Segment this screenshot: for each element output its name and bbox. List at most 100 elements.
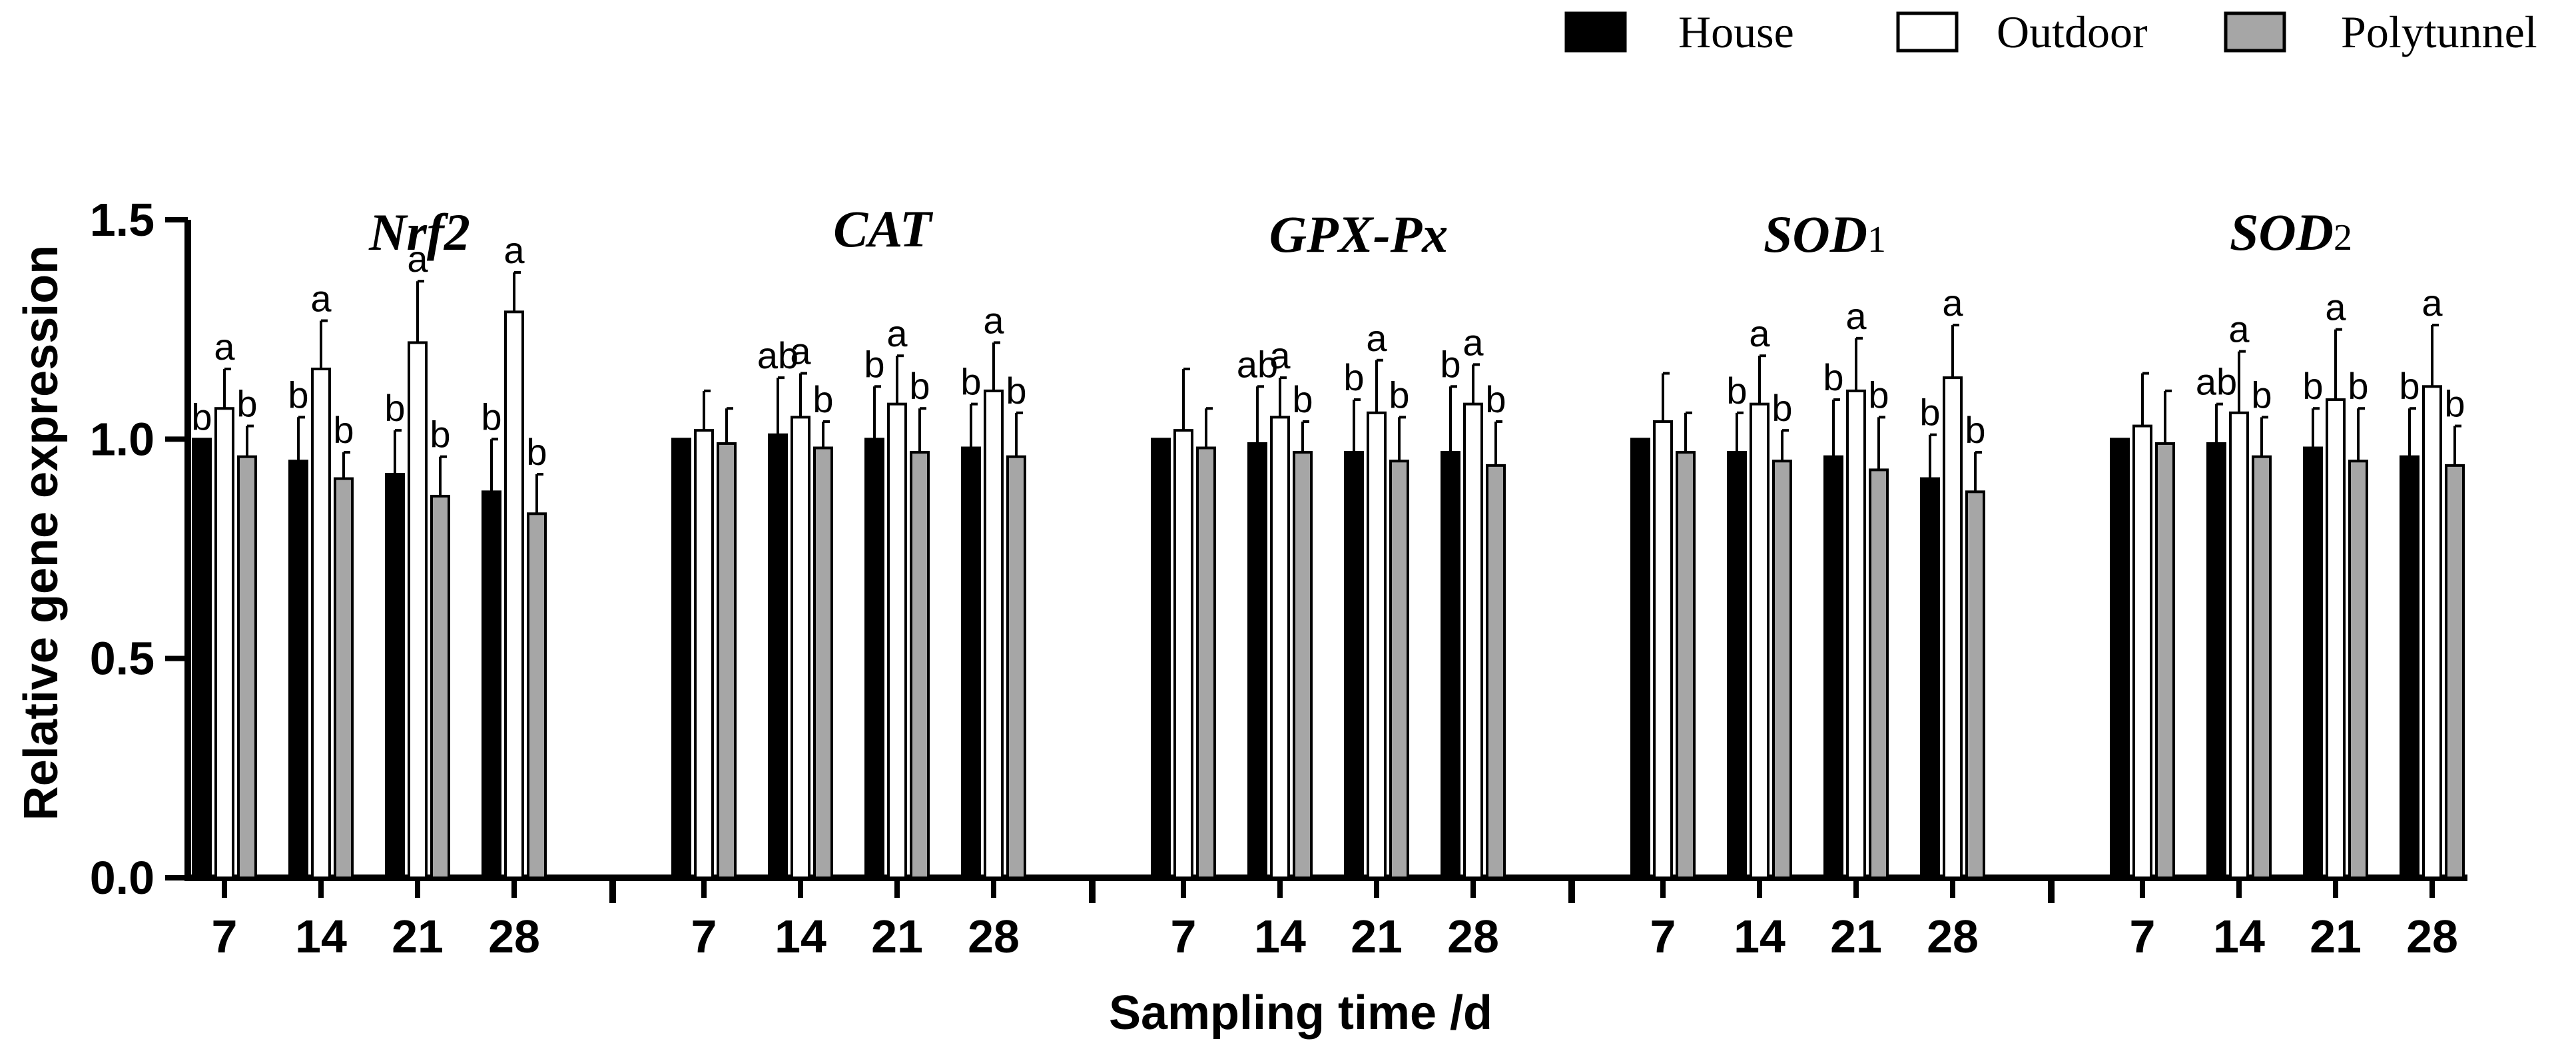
significance-letter: b [1771,387,1792,429]
bar [2229,411,2249,879]
x-tick-label: 21 [2310,910,2362,962]
bar [1389,460,1409,879]
significance-letter: b [1292,378,1313,420]
significance-letter: b [191,396,212,438]
x-tick-label: 28 [2406,910,2458,962]
significance-letter: a [2325,286,2346,328]
significance-letter: b [2348,365,2368,407]
gene-title-name: SOD [2230,203,2334,261]
bar [1630,438,1650,879]
x-tick-label: 14 [295,910,347,962]
bar [482,490,501,879]
bar [2303,446,2323,879]
bar [2348,460,2368,879]
bar [1965,490,1985,879]
bar [192,438,212,879]
significance-letter: b [1006,370,1026,412]
legend-swatch-house [1564,11,1627,53]
significance-letter: b [2444,383,2465,425]
bar [1293,451,1313,879]
legend: House Outdoor Polytunnel [1564,7,2537,57]
bar [2110,438,2130,879]
x-axis-title: Sampling time /d [1109,986,1492,1040]
gene-title: CAT [833,200,934,258]
bar [1846,389,1866,879]
gene-title-name: SOD [1764,205,1867,263]
bar [694,429,714,879]
bar [1441,451,1460,879]
bar [1869,468,1889,879]
bar [887,402,907,879]
bar [2326,398,2346,879]
x-tick-label: 28 [1927,910,1979,962]
x-tick-label: 28 [968,910,1020,962]
bar [1270,416,1290,879]
y-axis-title: Relative gene expression [15,245,68,821]
significance-letter: a [214,326,235,368]
gene-title-suffix: 2 [444,203,470,261]
significance-letter: a [983,299,1004,341]
bar [1463,402,1483,879]
x-axis-ticks: 7 14 21 28 7 14 21 28 7 14 21 28 7 14 21 28 7 14 21 28 [212,878,2458,962]
bar [1344,451,1364,879]
significance-letter: b [960,361,981,403]
x-tick-label: 14 [775,910,826,962]
bar [408,341,428,879]
bar [385,473,405,879]
gene-title-suffix: 2 [2334,217,2352,258]
significance-letter: b [288,374,308,416]
y-tick-label: 1.5 [90,194,155,246]
significance-letter: b [1440,343,1460,385]
x-tick-label: 7 [212,910,238,962]
bar [1920,477,1940,879]
significance-letter: ab [2196,361,2237,403]
bar [1196,446,1216,879]
bar [961,446,981,879]
x-tick-label: 7 [691,910,717,962]
significance-letter: a [1845,295,1867,337]
significance-letter: b [1965,409,1985,451]
significance-letter: a [1269,334,1291,376]
bar [288,460,308,879]
bar [311,367,331,879]
bar [1943,376,1963,879]
bar [1772,460,1792,879]
bar [864,438,884,879]
bar [2422,385,2442,879]
bar [910,451,930,879]
gene-title: Nrf2 [368,203,470,261]
significance-letter: a [790,330,811,372]
bar [214,407,234,879]
significance-letter: a [2421,282,2443,324]
bar [1823,455,1843,879]
significance-letter: a [1942,282,1963,324]
significance-letter: ab [1237,343,1278,385]
y-tick-label: 1.0 [90,413,155,465]
legend-label-outdoor: Outdoor [1997,7,2148,57]
x-tick-label: 7 [1650,910,1676,962]
gene-title: SOD2 [2230,203,2352,261]
bar [984,389,1004,879]
x-tick-label: 21 [871,910,923,962]
significance-letter: a [1462,321,1484,363]
bar [2132,424,2152,879]
bar [504,310,524,879]
bar [717,442,737,879]
bar [1247,442,1267,879]
significance-letter: a [1749,312,1770,354]
significance-letter: b [1868,374,1889,416]
bar [1367,411,1387,879]
significance-letter: b [1919,392,1940,434]
gene-title: GPX-Px [1269,205,1449,263]
bar [1653,420,1673,879]
x-tick-label: 28 [1447,910,1499,962]
significance-letter: a [503,229,525,271]
significance-letter: b [333,409,354,451]
significance-letter: b [1485,378,1506,420]
x-tick-label: 21 [392,910,444,962]
bar [768,433,788,879]
bar [1151,438,1171,879]
significance-letter: b [1823,356,1843,398]
bar [527,512,547,879]
gene-title-name: CAT [833,200,934,258]
